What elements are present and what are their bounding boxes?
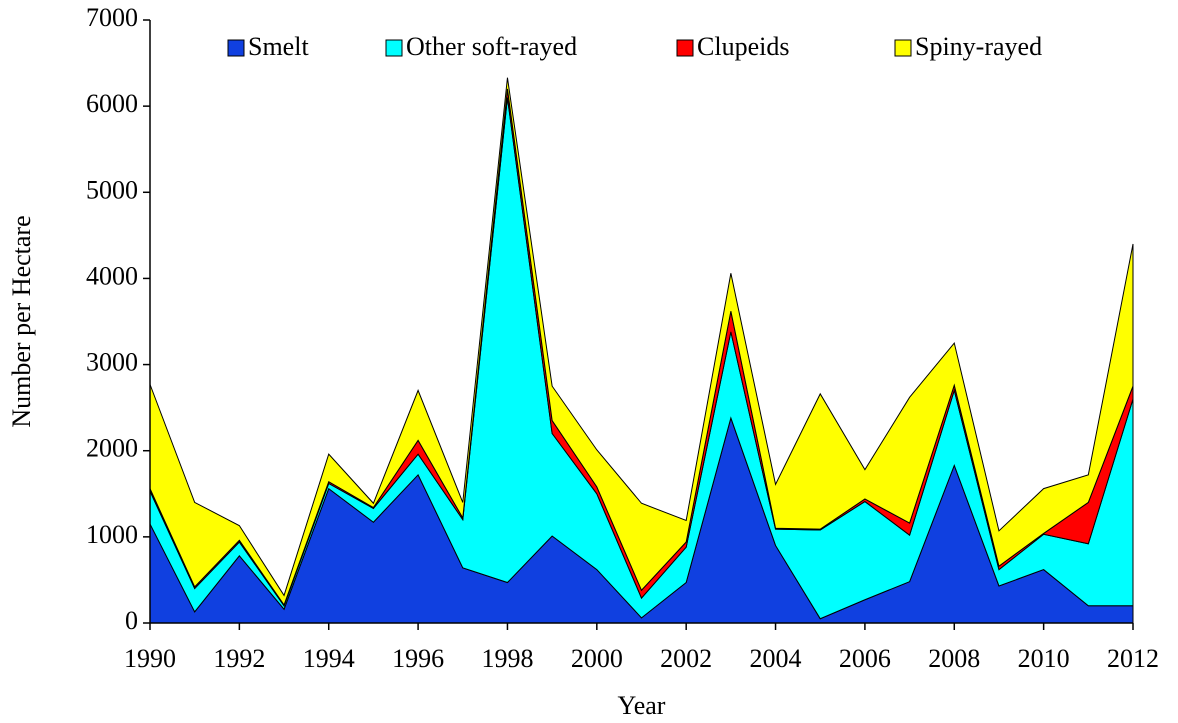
x-tick-label: 1992 (213, 644, 265, 673)
y-tick-label: 2000 (86, 434, 138, 463)
y-tick-label: 5000 (86, 175, 138, 204)
y-tick-label: 0 (125, 606, 138, 635)
x-tick-label: 2010 (1018, 644, 1070, 673)
legend-swatch (385, 39, 403, 57)
y-tick-label: 6000 (86, 89, 138, 118)
x-tick-label: 2002 (660, 644, 712, 673)
x-tick-label: 2006 (839, 644, 891, 673)
legend-swatch (894, 39, 912, 57)
y-axis-title: Number per Hectare (7, 215, 36, 427)
y-tick-label: 1000 (86, 520, 138, 549)
y-tick-label: 3000 (86, 348, 138, 377)
y-tick-label: 7000 (86, 3, 138, 32)
legend-label: Other soft-rayed (406, 32, 577, 61)
x-tick-label: 2004 (750, 644, 802, 673)
legend-label: Spiny-rayed (915, 32, 1042, 61)
x-tick-label: 2012 (1107, 644, 1159, 673)
x-tick-label: 1996 (392, 644, 444, 673)
legend-label: Clupeids (697, 32, 789, 61)
x-tick-label: 2000 (571, 644, 623, 673)
x-axis-title: Year (618, 691, 666, 720)
y-tick-label: 4000 (86, 261, 138, 290)
area (149, 77, 1134, 606)
legend-label: Smelt (248, 32, 309, 61)
x-tick-label: 1998 (481, 644, 533, 673)
legend-swatch (227, 39, 245, 57)
legend-swatch (676, 39, 694, 57)
x-tick-label: 1990 (124, 644, 176, 673)
x-tick-label: 2008 (928, 644, 980, 673)
x-tick-label: 1994 (303, 644, 355, 673)
